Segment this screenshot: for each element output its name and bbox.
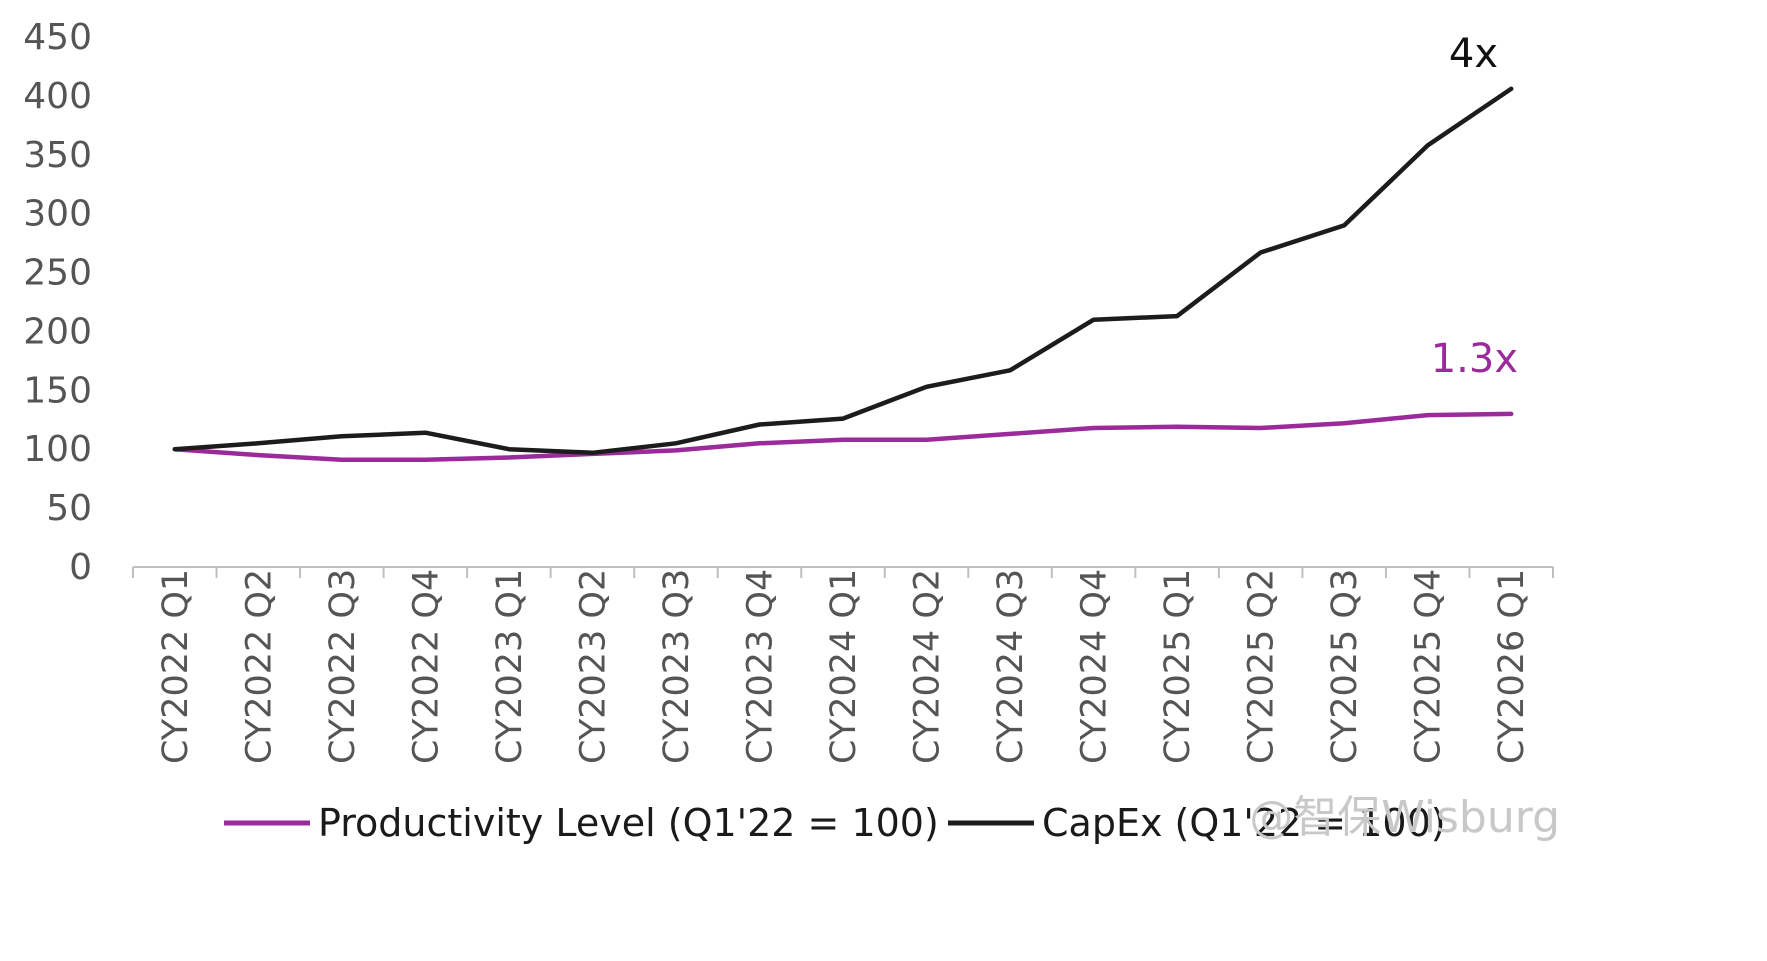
data-point <box>1508 411 1514 417</box>
y-tick-label: 100 <box>23 429 92 470</box>
series-line-1 <box>172 86 1514 456</box>
end-label-1: 4x <box>1449 31 1498 77</box>
annotation-layer: 1.3x 4x <box>1431 31 1518 382</box>
x-tick-label: CY2025 Q3 <box>1325 569 1365 764</box>
data-point <box>756 440 762 446</box>
x-tick-label: CY2022 Q4 <box>406 569 446 764</box>
series-line-0 <box>172 411 1514 463</box>
data-point <box>1007 431 1013 437</box>
y-tick-label: 0 <box>69 547 92 588</box>
y-tick-label: 450 <box>23 17 92 58</box>
data-point <box>673 447 679 453</box>
data-point <box>422 430 428 436</box>
data-point <box>1258 250 1264 256</box>
y-axis: 0 50 100 150 200 250 300 350 400 450 <box>23 17 92 588</box>
x-tick-label: CY2025 Q4 <box>1409 569 1449 764</box>
data-point <box>1007 367 1013 373</box>
x-tick-label: CY2025 Q2 <box>1242 569 1282 764</box>
series-layer <box>172 86 1514 463</box>
legend-label-0: Productivity Level (Q1'22 = 100) <box>318 801 939 845</box>
data-point <box>840 416 846 422</box>
x-tick-label: CY2024 Q4 <box>1075 569 1115 764</box>
x-tick-label: CY2023 Q2 <box>573 569 613 764</box>
legend-label-1: CapEx (Q1'22 = 100) <box>1042 801 1446 845</box>
data-point <box>840 437 846 443</box>
data-point <box>339 433 345 439</box>
watermark: @智保Wisburg <box>1249 792 1560 843</box>
y-tick-label: 300 <box>23 194 92 235</box>
data-point <box>589 450 595 456</box>
legend: Productivity Level (Q1'22 = 100) CapEx (Q… <box>224 801 1446 845</box>
y-tick-label: 50 <box>46 488 92 529</box>
x-tick-label: CY2022 Q3 <box>323 569 363 764</box>
data-point <box>506 446 512 452</box>
data-point <box>1341 222 1347 228</box>
data-point <box>1341 420 1347 426</box>
data-point <box>924 437 930 443</box>
data-point <box>756 421 762 427</box>
data-point <box>1425 142 1431 148</box>
y-tick-label: 200 <box>23 311 92 352</box>
y-tick-label: 150 <box>23 370 92 411</box>
y-tick-label: 250 <box>23 253 92 294</box>
data-point <box>1174 424 1180 430</box>
x-tick-label: CY2024 Q2 <box>908 569 948 764</box>
data-point <box>255 440 261 446</box>
end-label-0: 1.3x <box>1431 336 1518 382</box>
data-point <box>1508 86 1514 92</box>
data-point <box>255 452 261 458</box>
x-tick-label: CY2022 Q1 <box>156 569 196 764</box>
data-point <box>422 457 428 463</box>
y-tick-label: 400 <box>23 76 92 117</box>
data-point <box>1091 317 1097 323</box>
data-point <box>1091 425 1097 431</box>
data-point <box>339 457 345 463</box>
data-point <box>1425 412 1431 418</box>
data-point <box>506 454 512 460</box>
x-tick-label: CY2024 Q3 <box>991 569 1031 764</box>
data-point <box>673 440 679 446</box>
data-point <box>924 384 930 390</box>
data-point <box>1258 425 1264 431</box>
x-tick-label: CY2022 Q2 <box>239 569 279 764</box>
x-tick-label: CY2023 Q3 <box>657 569 697 764</box>
x-tick-label: CY2026 Q1 <box>1492 569 1532 764</box>
x-tick-label: CY2023 Q4 <box>740 569 780 764</box>
y-tick-label: 350 <box>23 135 92 176</box>
data-point <box>172 446 178 452</box>
x-tick-label: CY2023 Q1 <box>490 569 530 764</box>
x-axis: CY2022 Q1 CY2022 Q2 CY2022 Q3 CY2022 Q4 CY20… <box>132 566 1554 764</box>
x-tick-label: CY2024 Q1 <box>824 569 864 764</box>
x-tick-label: CY2025 Q1 <box>1158 569 1198 764</box>
data-point <box>1174 313 1180 319</box>
